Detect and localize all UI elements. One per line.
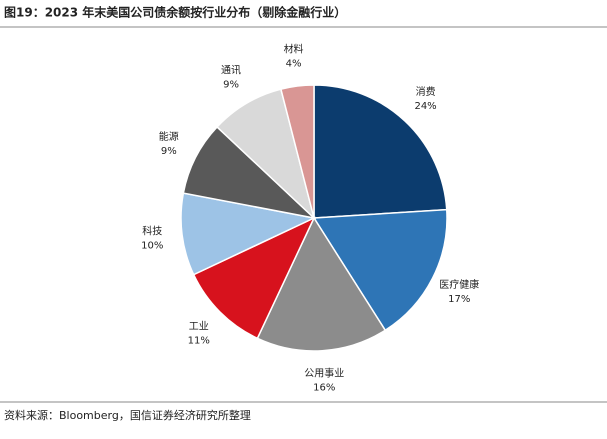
pie-slice [192,216,316,340]
pie-slice [312,208,448,332]
source-note: 资料来源：Bloomberg，国信证券经济研究所整理 [4,408,251,422]
slice-value-label: 11% [188,335,210,346]
pie-slice [313,84,448,219]
slice-label: 能源 [159,130,179,143]
slice-label: 消费 [416,85,436,98]
pie-slice [180,192,317,276]
pie-slice [280,84,315,219]
chart-title: 图19：2023 年末美国公司债余额按行业分布（剔除金融行业） [4,5,346,20]
slice-value-label: 9% [223,80,239,91]
slice-label: 材料 [284,42,304,55]
slice-value-label: 17% [448,294,470,305]
slice-value-label: 24% [414,101,436,112]
slice-label: 工业 [189,320,209,332]
slice-label: 医疗健康 [439,278,479,291]
slice-value-label: 16% [313,383,335,394]
slice-label: 公用事业 [304,367,344,380]
slice-value-label: 10% [141,240,163,251]
slice-label: 科技 [142,224,162,237]
slice-value-label: 9% [161,146,177,157]
slice-label: 通讯 [221,65,241,77]
pie-slice [256,216,387,352]
slice-value-label: 4% [286,58,302,69]
